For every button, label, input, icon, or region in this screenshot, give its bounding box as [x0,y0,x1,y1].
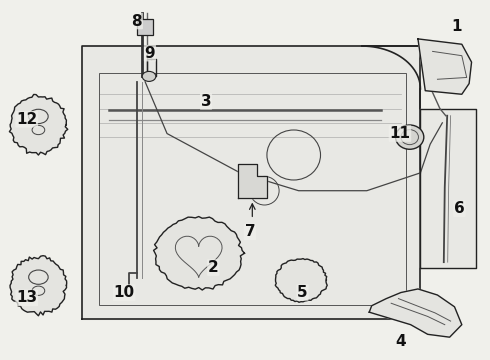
Polygon shape [369,289,462,337]
Text: 7: 7 [245,224,255,239]
Polygon shape [9,94,68,155]
Polygon shape [238,164,267,198]
Ellipse shape [395,125,424,149]
Circle shape [142,71,156,81]
Text: 6: 6 [454,201,465,216]
Polygon shape [153,216,245,290]
Text: 9: 9 [145,46,155,61]
Text: 5: 5 [297,285,308,300]
Polygon shape [420,109,476,267]
Polygon shape [418,39,471,94]
Text: 3: 3 [201,94,211,109]
Text: 4: 4 [395,334,406,349]
Polygon shape [82,46,420,319]
Text: 2: 2 [208,260,219,275]
Text: 11: 11 [390,126,411,141]
Text: 12: 12 [16,112,37,127]
Bar [137,19,153,35]
Text: 10: 10 [114,285,135,300]
Text: 1: 1 [452,19,462,34]
Polygon shape [275,258,327,302]
Text: 8: 8 [131,14,142,28]
Text: 13: 13 [16,291,37,305]
Polygon shape [10,256,67,316]
